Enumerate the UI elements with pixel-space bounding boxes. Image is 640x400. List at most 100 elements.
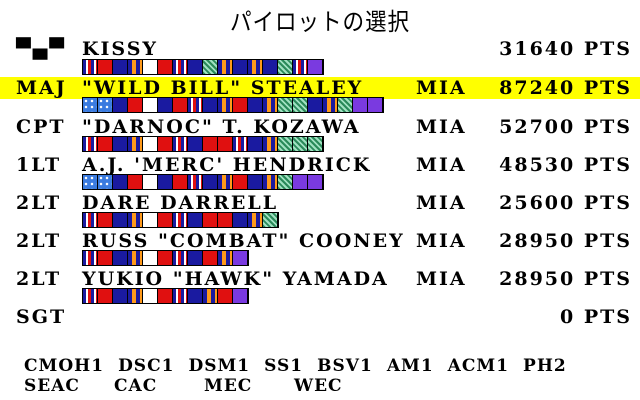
ribbon-icon [98, 213, 113, 227]
ribbon-icon [353, 98, 368, 112]
service-ribbon-bar [82, 212, 279, 228]
pilot-rank: CPT [16, 116, 66, 138]
ribbon-icon [248, 175, 263, 189]
ribbon-icon [173, 213, 188, 227]
ribbon-icon [248, 98, 263, 112]
pilot-name: "DARNOC" T. KOZAWA [82, 116, 361, 138]
ribbon-icon [263, 60, 278, 74]
pilot-name: RUSS "COMBAT" COONEY [82, 230, 405, 252]
ribbon-icon [323, 98, 338, 112]
ribbon-icon [188, 60, 203, 74]
pilot-points: 25600 PTS [499, 192, 632, 214]
pilot-row[interactable]: CPT "DARNOC" T. KOZAWA MIA 52700 PTS [0, 116, 640, 138]
ribbon-icon [143, 289, 158, 303]
medal-code: CAC [114, 376, 158, 396]
ribbon-icon [218, 137, 233, 151]
ribbon-icon [203, 213, 218, 227]
ribbon-icon [218, 289, 233, 303]
ribbon-icon [203, 175, 218, 189]
ribbon-icon [128, 98, 143, 112]
ribbon-icon [218, 60, 233, 74]
ribbon-icon [98, 98, 113, 112]
ribbon-icon [248, 60, 263, 74]
ribbon-icon [143, 213, 158, 227]
ribbon-icon [263, 137, 278, 151]
screen-title: パイロットの選択 [230, 8, 410, 36]
ribbon-icon [128, 213, 143, 227]
pilot-row[interactable]: 2LT DARE DARRELL MIA 25600 PTS [0, 192, 640, 214]
ribbon-icon [263, 213, 278, 227]
pilot-status: MIA [416, 116, 467, 138]
medal-code: MEC [204, 376, 253, 396]
ribbon-icon [128, 137, 143, 151]
ribbon-icon [98, 60, 113, 74]
ribbon-icon [233, 289, 248, 303]
ribbon-icon [128, 289, 143, 303]
ribbon-icon [83, 60, 98, 74]
ribbon-icon [173, 60, 188, 74]
ribbon-icon [113, 137, 128, 151]
ribbon-icon [248, 137, 263, 151]
pilot-rank: 2LT [16, 268, 62, 290]
ribbon-icon [248, 213, 263, 227]
pilot-status: MIA [416, 154, 467, 176]
ribbon-icon [143, 98, 158, 112]
ribbon-icon [83, 175, 98, 189]
pilot-status: MIA [416, 268, 467, 290]
pilot-rank: MAJ [16, 77, 67, 99]
ribbon-icon [203, 98, 218, 112]
ribbon-icon [188, 98, 203, 112]
pilot-row[interactable]: SGT 0 PTS [0, 306, 640, 328]
ribbon-icon [338, 98, 353, 112]
pilot-points: 28950 PTS [499, 230, 632, 252]
service-ribbon-bar [82, 174, 324, 190]
ribbon-icon [158, 137, 173, 151]
ribbon-icon [113, 175, 128, 189]
ribbon-icon [98, 289, 113, 303]
pilot-points: 28950 PTS [499, 268, 632, 290]
ribbon-icon [218, 175, 233, 189]
pilot-row[interactable]: 1LT A.J. 'MERC' HENDRICK MIA 48530 PTS [0, 154, 640, 176]
pilot-row[interactable]: 2LT YUKIO "HAWK" YAMADA MIA 28950 PTS [0, 268, 640, 290]
pilot-points: 52700 PTS [499, 116, 632, 138]
pilot-status: MIA [416, 230, 467, 252]
ribbon-icon [308, 175, 323, 189]
ribbon-icon [128, 60, 143, 74]
pilot-row[interactable]: MAJ "WILD BILL" STEALEY MIA 87240 PTS [0, 77, 640, 99]
ribbon-icon [98, 137, 113, 151]
pilot-rank: SGT [16, 306, 67, 328]
ribbon-icon [293, 175, 308, 189]
ribbon-icon [188, 289, 203, 303]
pilot-rank: 1LT [16, 154, 62, 176]
ribbon-icon [113, 60, 128, 74]
medal-code: BSV1 [317, 356, 373, 376]
ribbon-icon [158, 251, 173, 265]
ribbon-icon [98, 175, 113, 189]
ribbon-icon [83, 289, 98, 303]
pilot-points: 48530 PTS [499, 154, 632, 176]
ribbon-icon [188, 137, 203, 151]
ribbon-icon [233, 98, 248, 112]
ribbon-icon [233, 213, 248, 227]
ribbon-icon [128, 251, 143, 265]
ribbon-icon [173, 137, 188, 151]
medal-code: CMOH1 [24, 356, 105, 376]
pilot-row[interactable]: 2LT RUSS "COMBAT" COONEY MIA 28950 PTS [0, 230, 640, 252]
service-ribbon-bar [82, 59, 324, 75]
medal-legend-line-2: SEAC CAC MEC WEC [24, 376, 581, 396]
medal-legend-line-1: CMOH1 DSC1 DSM1 SS1 BSV1 AM1 ACM1 PH2 [24, 356, 581, 376]
ribbon-icon [278, 175, 293, 189]
ribbon-icon [188, 251, 203, 265]
ribbon-icon [203, 60, 218, 74]
ribbon-icon [368, 98, 383, 112]
ribbon-icon [83, 98, 98, 112]
medal-code: PH2 [523, 356, 567, 376]
ribbon-icon [308, 60, 323, 74]
pilot-name: KISSY [82, 38, 158, 60]
pilot-row[interactable]: ▀▄▀ KISSY 31640 PTS [0, 38, 640, 60]
pilot-points: 87240 PTS [499, 77, 632, 99]
pilot-points: 31640 PTS [499, 38, 632, 60]
ribbon-icon [278, 60, 293, 74]
pilot-rank: 2LT [16, 192, 62, 214]
ribbon-icon [233, 60, 248, 74]
